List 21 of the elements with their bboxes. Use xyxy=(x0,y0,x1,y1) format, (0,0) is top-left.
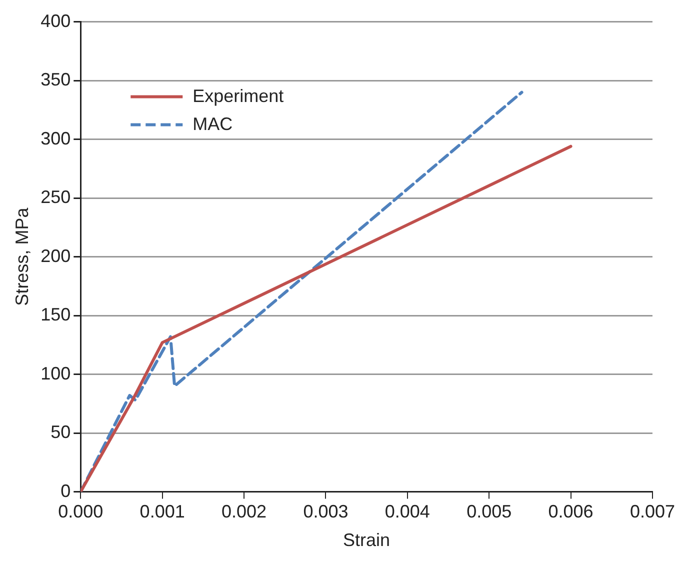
legend-label: MAC xyxy=(192,114,233,134)
y-tick-label: 350 xyxy=(40,70,71,90)
y-tick-label: 300 xyxy=(40,128,71,148)
x-tick-label: 0.006 xyxy=(548,502,594,522)
x-axis-title: Strain xyxy=(343,530,390,550)
legend-label: Experiment xyxy=(192,86,284,106)
x-tick-label: 0.000 xyxy=(58,502,104,522)
x-tick-label: 0.003 xyxy=(303,502,348,522)
y-tick-label: 400 xyxy=(40,10,71,31)
x-tick-label: 0.004 xyxy=(384,502,430,522)
x-tick-label: 0.005 xyxy=(466,502,512,522)
y-axis-title: Stress, MPa xyxy=(12,206,32,306)
x-tick-label: 0.002 xyxy=(221,502,267,522)
y-tick-label: 50 xyxy=(50,422,71,442)
y-tick-label: 0 xyxy=(60,480,71,501)
y-tick-label: 150 xyxy=(40,304,71,325)
x-tick-label: 0.007 xyxy=(630,502,675,522)
x-tick-label: 0.001 xyxy=(140,502,185,522)
y-tick-label: 200 xyxy=(40,246,71,266)
y-tick-label: 100 xyxy=(40,363,71,384)
y-tick-label: 250 xyxy=(40,187,71,208)
